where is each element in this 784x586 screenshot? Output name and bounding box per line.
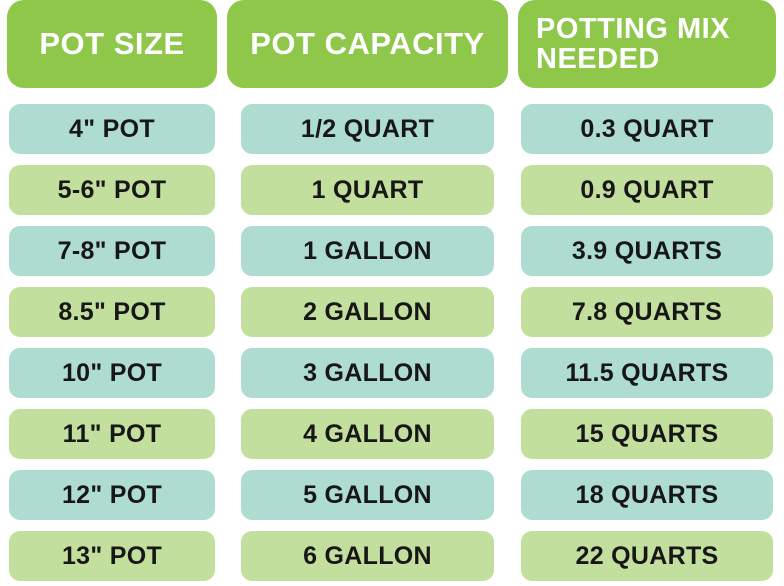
potting-mix-cell: 18 QUARTS — [521, 470, 773, 520]
pot-size-cell: 7-8" POT — [9, 226, 215, 276]
table-row: 7-8" POT 1 GALLON 3.9 QUARTS — [7, 226, 777, 276]
pot-size-cell: 10" POT — [9, 348, 215, 398]
column-header-pot-capacity: POT CAPACITY — [227, 0, 508, 88]
potting-mix-cell: 7.8 QUARTS — [521, 287, 773, 337]
pot-capacity-cell: 3 GALLON — [241, 348, 494, 398]
pot-size-cell: 11" POT — [9, 409, 215, 459]
potting-mix-cell: 3.9 QUARTS — [521, 226, 773, 276]
pot-capacity-cell: 4 GALLON — [241, 409, 494, 459]
table-row: 10" POT 3 GALLON 11.5 QUARTS — [7, 348, 777, 398]
column-header-pot-size: POT SIZE — [7, 0, 217, 88]
pot-size-cell: 12" POT — [9, 470, 215, 520]
potting-mix-cell: 0.3 QUART — [521, 104, 773, 154]
table-row: 11" POT 4 GALLON 15 QUARTS — [7, 409, 777, 459]
pot-size-cell: 5-6" POT — [9, 165, 215, 215]
table-row: 5-6" POT 1 QUART 0.9 QUART — [7, 165, 777, 215]
pot-size-cell: 13" POT — [9, 531, 215, 581]
pot-capacity-cell: 1 QUART — [241, 165, 494, 215]
potting-mix-cell: 0.9 QUART — [521, 165, 773, 215]
pot-capacity-cell: 1/2 QUART — [241, 104, 494, 154]
table-row: 4" POT 1/2 QUART 0.3 QUART — [7, 104, 777, 154]
column-header-potting-mix-needed: POTTING MIX NEEDED — [518, 0, 776, 88]
potting-mix-cell: 15 QUARTS — [521, 409, 773, 459]
pot-capacity-cell: 2 GALLON — [241, 287, 494, 337]
pot-size-cell: 4" POT — [9, 104, 215, 154]
pot-capacity-cell: 5 GALLON — [241, 470, 494, 520]
pot-capacity-cell: 6 GALLON — [241, 531, 494, 581]
pot-size-cell: 8.5" POT — [9, 287, 215, 337]
pot-capacity-cell: 1 GALLON — [241, 226, 494, 276]
potting-mix-cell: 22 QUARTS — [521, 531, 773, 581]
table-header-row: POT SIZE POT CAPACITY POTTING MIX NEEDED — [7, 0, 777, 88]
potting-mix-cell: 11.5 QUARTS — [521, 348, 773, 398]
table-row: 13" POT 6 GALLON 22 QUARTS — [7, 531, 777, 581]
table-row: 12" POT 5 GALLON 18 QUARTS — [7, 470, 777, 520]
table-row: 8.5" POT 2 GALLON 7.8 QUARTS — [7, 287, 777, 337]
